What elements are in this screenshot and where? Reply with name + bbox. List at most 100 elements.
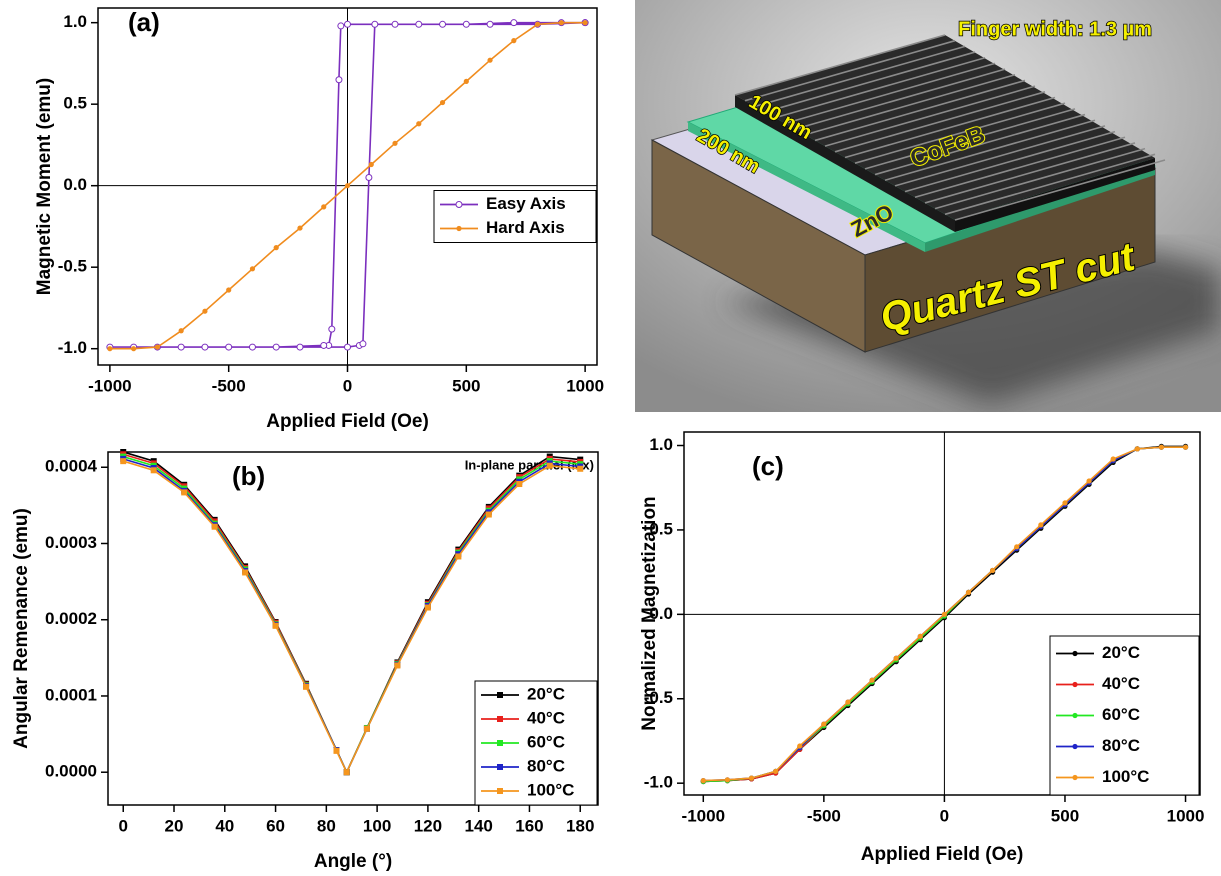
zno-front bbox=[688, 122, 925, 252]
marker bbox=[1086, 478, 1092, 484]
marker bbox=[455, 201, 463, 208]
marker bbox=[272, 622, 279, 629]
y-tick-label: 0.0 bbox=[63, 175, 87, 194]
marker bbox=[1134, 446, 1140, 452]
marker bbox=[363, 725, 370, 732]
x-tick-label: -500 bbox=[212, 376, 246, 395]
marker bbox=[415, 20, 423, 28]
y-tick-label: -1.0 bbox=[58, 338, 87, 357]
legend-label: 100°C bbox=[527, 780, 574, 799]
series-line bbox=[109, 21, 586, 348]
marker bbox=[226, 287, 232, 293]
marker bbox=[965, 589, 972, 595]
x-tick-label: -1000 bbox=[88, 376, 131, 395]
finger bbox=[774, 56, 986, 119]
marker bbox=[249, 266, 256, 272]
finger bbox=[764, 51, 976, 113]
device-diagram: Finger width: 1.3 µm 100 nm 200 nm CoFeB… bbox=[635, 0, 1221, 412]
series bbox=[107, 20, 588, 352]
marker bbox=[333, 747, 340, 754]
marker bbox=[486, 20, 494, 28]
x-tick-label: 20 bbox=[165, 816, 184, 835]
cofeb-fingers bbox=[734, 34, 1166, 232]
marker bbox=[359, 340, 367, 348]
marker bbox=[893, 655, 899, 661]
marker bbox=[154, 344, 161, 350]
legend-label: 60°C bbox=[1102, 705, 1140, 724]
marker bbox=[248, 343, 256, 351]
marker bbox=[344, 343, 351, 351]
x-tick-label: 40 bbox=[215, 816, 234, 835]
marker bbox=[869, 677, 875, 683]
marker bbox=[439, 99, 446, 106]
legend-label: 80°C bbox=[527, 756, 565, 775]
marker bbox=[211, 523, 218, 530]
marker bbox=[1072, 774, 1078, 781]
x-tick-label: -500 bbox=[807, 806, 841, 825]
x-tick-label: 0 bbox=[343, 376, 352, 395]
plot-frame bbox=[683, 431, 1201, 796]
legend-label: 100°C bbox=[1102, 767, 1149, 786]
finger bbox=[884, 119, 1096, 181]
marker bbox=[392, 140, 398, 146]
marker bbox=[1158, 444, 1165, 450]
marker bbox=[365, 174, 373, 182]
x-tick-label: 0 bbox=[118, 816, 127, 835]
marker bbox=[394, 662, 401, 669]
finger bbox=[804, 74, 1016, 136]
marker bbox=[225, 343, 233, 351]
marker bbox=[582, 20, 588, 26]
marker bbox=[272, 343, 280, 351]
y-tick-label: 1.0 bbox=[649, 435, 673, 454]
annotation: In-plane parallel (Mx) bbox=[465, 457, 594, 472]
y-tick-label: 0.0001 bbox=[45, 685, 97, 704]
marker bbox=[343, 769, 350, 776]
marker bbox=[1062, 500, 1068, 506]
x-tick-label: 1000 bbox=[1167, 806, 1205, 825]
marker bbox=[497, 740, 503, 746]
y-tick-label: 0.5 bbox=[649, 519, 673, 538]
x-tick-label: 60 bbox=[266, 816, 285, 835]
cofeb-front bbox=[735, 95, 955, 232]
marker bbox=[941, 611, 948, 617]
marker bbox=[917, 633, 923, 639]
marker bbox=[487, 57, 493, 63]
x-tick-label: 120 bbox=[414, 816, 442, 835]
legend-label: 20°C bbox=[527, 684, 565, 703]
marker bbox=[320, 341, 328, 349]
finger bbox=[904, 130, 1116, 193]
marker bbox=[773, 768, 779, 774]
x-tick-label: 500 bbox=[452, 376, 480, 395]
marker bbox=[1072, 743, 1078, 750]
finger bbox=[944, 153, 1156, 216]
y-tick-label: -1.0 bbox=[644, 773, 673, 792]
marker bbox=[1038, 522, 1044, 528]
marker bbox=[497, 692, 503, 698]
x-tick-label: 160 bbox=[515, 816, 543, 835]
x-axis-title: Applied Field (Oe) bbox=[861, 844, 1024, 865]
x-tick-label: 80 bbox=[317, 816, 336, 835]
finger bbox=[744, 39, 956, 102]
marker bbox=[202, 308, 208, 314]
legend-label: Easy Axis bbox=[486, 194, 566, 213]
marker bbox=[416, 121, 422, 127]
legend-label: 20°C bbox=[1102, 643, 1140, 662]
legend-label: Hard Axis bbox=[486, 218, 565, 237]
marker bbox=[296, 343, 304, 351]
marker bbox=[497, 716, 503, 722]
y-tick-label: 0.0002 bbox=[45, 609, 97, 628]
finger bbox=[924, 142, 1136, 204]
marker bbox=[558, 20, 564, 26]
marker bbox=[511, 38, 517, 44]
marker bbox=[1072, 681, 1078, 688]
marker bbox=[724, 777, 731, 783]
marker bbox=[516, 481, 523, 488]
marker bbox=[510, 19, 518, 27]
finger bbox=[784, 62, 996, 125]
marker bbox=[439, 20, 447, 28]
annotation: (a) bbox=[128, 7, 160, 37]
x-tick-label: 100 bbox=[363, 816, 391, 835]
marker bbox=[990, 567, 996, 574]
x-tick-label: 180 bbox=[566, 816, 594, 835]
